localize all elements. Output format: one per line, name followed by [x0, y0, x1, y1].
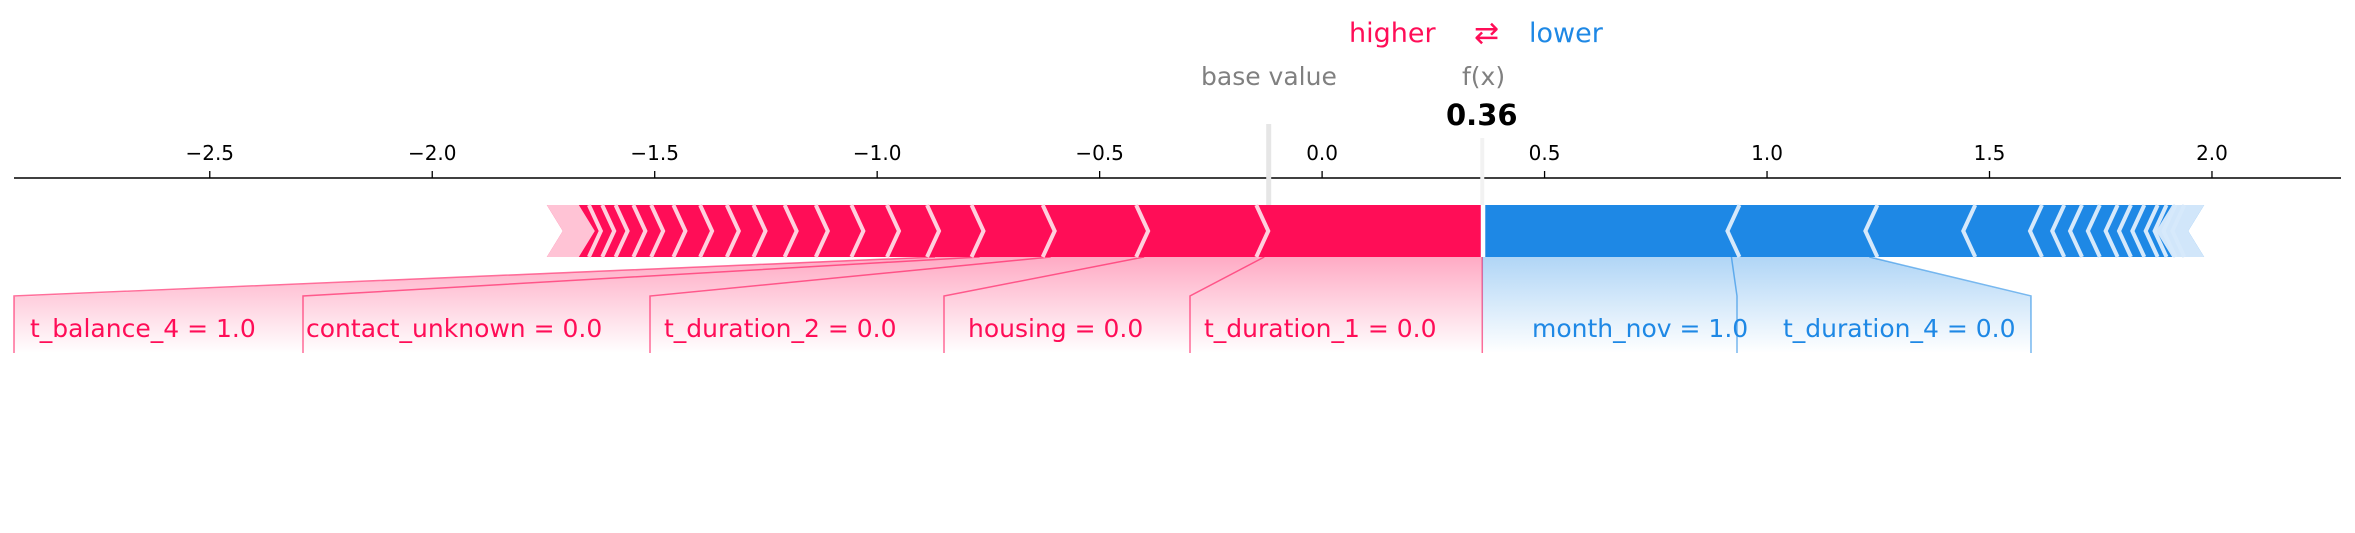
legend-lower: lower: [1529, 18, 1603, 49]
negative-chevron: [2130, 204, 2147, 258]
negative-chevron: [2085, 204, 2102, 258]
positive-chevron: [925, 204, 942, 258]
positive-tail-fade: [546, 205, 595, 257]
positive-chevron: [671, 204, 688, 258]
label-shade-regions: [13, 256, 2032, 353]
negative-chevron: [1725, 204, 1742, 258]
legend-swap-icon: ⇄: [1474, 16, 1499, 51]
force-bars: [546, 124, 2205, 258]
positive-label-shade: [650, 257, 1145, 353]
negative-chevron: [2161, 204, 2178, 258]
positive-feature-label: t_balance_4 = 1.0: [30, 314, 256, 343]
positive-label-shade: [14, 257, 980, 353]
negative-chevron: [2050, 204, 2067, 258]
tick-label: −2.0: [408, 141, 457, 165]
negative-feature-label: t_duration_4 = 0.0: [1783, 314, 2016, 343]
tick-label: 1.5: [1974, 141, 2006, 165]
positive-chevron: [631, 204, 648, 258]
positive-label-shade: [1190, 257, 1483, 353]
positive-chevron: [782, 204, 799, 258]
positive-chevron: [587, 204, 604, 258]
negative-chevron: [2103, 204, 2120, 258]
tick-label: −1.0: [853, 141, 902, 165]
positive-chevron: [724, 204, 741, 258]
tick-label: −1.5: [630, 141, 679, 165]
positive-chevron: [849, 204, 866, 258]
x-axis: −2.5 −2.0 −1.5 −1.0 −0.5 0.0 0.5 1.0 1.5 2.0: [14, 141, 2341, 179]
tick-label: −0.5: [1075, 141, 1124, 165]
positive-chevron: [649, 204, 666, 258]
positive-chevron: [813, 204, 830, 258]
positive-chevron: [1254, 204, 1271, 258]
positive-leader-line: [13, 256, 936, 353]
fx-value: 0.36: [1446, 98, 1518, 132]
negative-label-shade: [1731, 257, 2031, 353]
negative-feature-label: month_nov = 1.0: [1532, 314, 1748, 343]
negative-chevron: [2027, 204, 2044, 258]
tick-label: 0.5: [1529, 141, 1561, 165]
positive-feature-label: contact_unknown = 0.0: [306, 314, 602, 343]
positive-feature-label: t_duration_2 = 0.0: [664, 314, 897, 343]
negative-chevron: [2116, 204, 2133, 258]
positive-chevron: [751, 204, 768, 258]
negative-force-bar: [1485, 205, 2205, 257]
negative-leader-line: [1869, 256, 2032, 353]
fx-label: f(x): [1462, 62, 1506, 91]
negative-chevron: [1863, 204, 1880, 258]
arrow-right-icon: ⇄: [1474, 16, 1500, 51]
negative-chevron: [1961, 204, 1978, 258]
tick-label: 1.0: [1751, 141, 1783, 165]
positive-feature-label: housing = 0.0: [968, 314, 1143, 343]
positive-feature-label: t_duration_1 = 0.0: [1204, 314, 1437, 343]
positive-chevron: [600, 204, 617, 258]
negative-chevron: [2143, 204, 2160, 258]
positive-chevron: [698, 204, 715, 258]
base-value-label: base value: [1201, 62, 1337, 91]
feature-labels: t_duration_1 = 0.0 housing = 0.0 t_duratio…: [30, 314, 2016, 343]
legend-higher: higher: [1349, 18, 1436, 49]
positive-chevron: [969, 204, 986, 258]
positive-chevron: [1134, 204, 1151, 258]
positive-chevron: [613, 204, 630, 258]
positive-label-shade: [303, 257, 1051, 353]
positive-chevron: [1040, 204, 1057, 258]
tick-label: −2.5: [185, 141, 234, 165]
negative-chevron: [2152, 204, 2169, 258]
negative-label-shade: [1482, 257, 1737, 353]
tick-label: 2.0: [2196, 141, 2228, 165]
positive-chevron: [885, 204, 902, 258]
negative-chevron: [2067, 204, 2084, 258]
negative-chevron: [2170, 204, 2187, 258]
positive-force-bar: [546, 205, 1483, 257]
tick-label: 0.0: [1306, 141, 1338, 165]
